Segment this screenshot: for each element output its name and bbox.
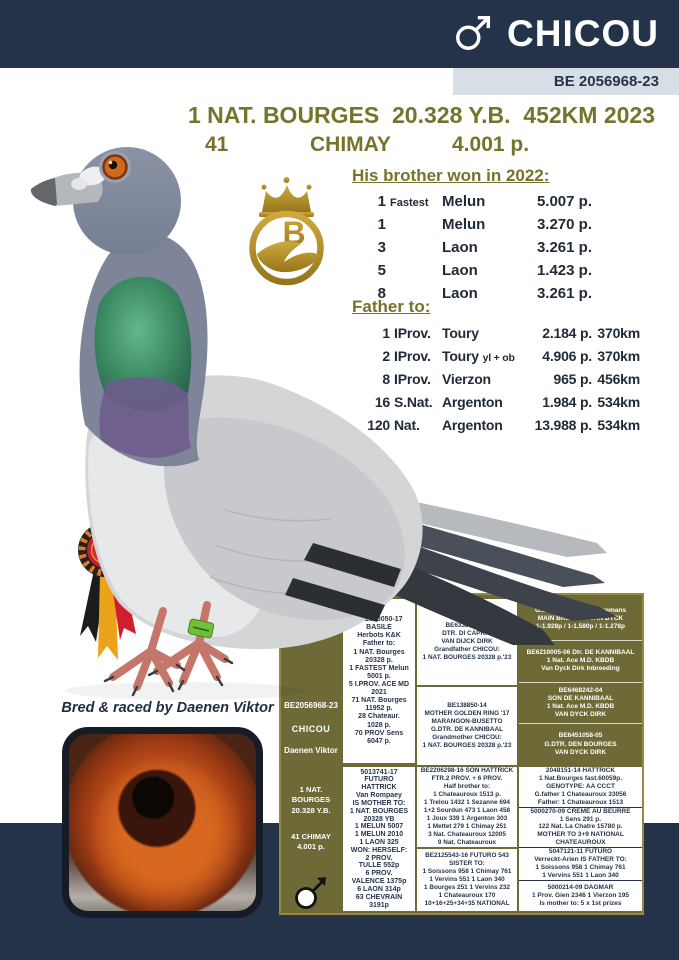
sidebar-name: CHICOU — [291, 724, 331, 734]
main-result-title: 1 NAT. BOURGES 20.328 Y.B. 452KM 2023 — [187, 102, 655, 128]
title-result: 4.001 p. — [452, 133, 530, 156]
pedigree-box: G.DTR. DI CAPRIO-Heremans MAIN BREEDER V… — [519, 599, 642, 641]
ring-band — [187, 618, 215, 639]
father-to-heading: Father to: — [352, 297, 431, 316]
table-row: 3 Laon 3.261 p. — [377, 239, 592, 256]
male-symbol-icon — [293, 875, 329, 916]
table-row: 2 IProv. Toury yl + ob 4.906 p. 370km — [382, 347, 640, 364]
brother-heading: His brother won in 2022: — [352, 166, 550, 185]
title-race: CHIMAY — [310, 133, 391, 156]
sidebar-result-1: 1 NAT. BOURGES 20.328 Y.B. — [291, 785, 331, 815]
pedigree-box-dam: 5013741-17 FUTURO HATTRICK Van Rompaey I… — [343, 767, 415, 911]
table-row: 8 IProv. Vierzon 965 p. 456km — [382, 370, 640, 387]
pedigree-box: 5000214-09 DAGMAR 1 Prov. Gien 2346 1 Vi… — [532, 884, 629, 907]
table-row: 5 Laon 1.423 p. — [377, 262, 592, 279]
table-row: 1 Melun 3.270 p. — [377, 216, 592, 233]
pedigree-box: 2048151-14 HATTRICK 1 Nat.Bourges fast.6… — [519, 767, 642, 808]
breeder-credit: Bred & raced by Daenen Viktor — [61, 700, 274, 716]
sidebar-result-2: 41 CHIMAY 4.001 p. — [291, 832, 331, 852]
pedigree-box-sire: BE2060050-17 BASILE Herbots K&K Father t… — [343, 599, 415, 763]
male-symbol-icon — [453, 10, 495, 59]
award-rosette: 1 — [58, 520, 143, 675]
pigeon-name: CHICOU — [507, 13, 659, 54]
pedigree-box: 5047121-11 FUTURO Verreckt-Arien IS FATH… — [519, 848, 642, 881]
table-row: 8 Laon 3.261 p. — [377, 285, 592, 302]
pedigree-panel: BE2056968-23 CHICOU Daenen Viktor 1 NAT.… — [279, 593, 644, 915]
pedigree-box-grandsire-2: BE2206298-16 SON HATTRICK FTR.2 PROV. + … — [417, 767, 517, 847]
pedigree-box: BE6451058-05 G.DTR. DEN BOURGES VAN DYCK… — [544, 732, 617, 756]
header-band: CHICOU — [0, 0, 679, 68]
pedigree-box-granddam: BE138850-14 MOTHER GOLDEN RING '17 MARAN… — [417, 687, 517, 765]
sidebar-ring: BE2056968-23 — [284, 701, 338, 710]
table-row: 1 IProv. Toury 2.184 p. 370km — [382, 324, 640, 341]
pedigree-box-grandsire: BE6338739-08 DTR. DI CAPRIO VAN DIJCK DI… — [417, 599, 517, 685]
rosette-number: 1 — [100, 541, 110, 561]
title-place: 41 — [205, 133, 229, 156]
table-row: 1 Fastest Melun 5.007 p. — [377, 193, 592, 210]
dove-icon — [257, 241, 321, 273]
pedigree-box-granddam-2: BE2125543-16 FUTURO 543 SISTER TO: 1 Soi… — [417, 849, 517, 911]
pedigree-box: BE6210005-06 Dtr. DE KANNIBAAL 1 Nat. Ac… — [519, 641, 642, 683]
pedigree-gen3-bottom: 2048151-14 HATTRICK 1 Nat.Bourges fast.6… — [519, 767, 642, 911]
father-to-results: Father to: 1 IProv. Toury 2.184 p. 370km… — [352, 297, 640, 436]
ring-number: BE 2056968-23 — [453, 68, 679, 95]
pedigree-box: 5000270-09 CREME AU BEURRE 1 Sens 291 p.… — [519, 808, 642, 849]
eye-photo — [62, 727, 263, 918]
pedigree-gen3-top: G.DTR. DI CAPRIO-Heremans MAIN BREEDER V… — [519, 599, 642, 765]
pedigree-box: BE6468242-04 SON DE KANNIBAAL 1 Nat. Ace… — [519, 683, 642, 725]
table-row: 120 Nat. Argenton 13.988 p. 534km — [367, 416, 640, 433]
sidebar-owner: Daenen Viktor — [284, 746, 338, 755]
kbdb-logo: B — [243, 172, 330, 292]
table-row: 16 S.Nat. Argenton 1.984 p. 534km — [374, 393, 640, 410]
brother-results: His brother won in 2022: 1 Fastest Melun… — [352, 166, 592, 305]
